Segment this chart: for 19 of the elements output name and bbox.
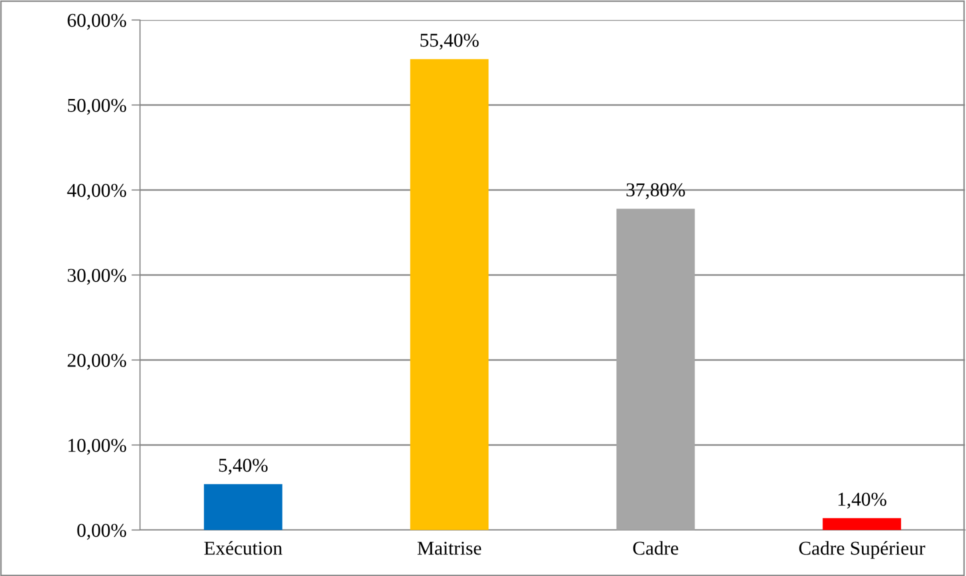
data-label: 37,80% bbox=[626, 183, 685, 200]
y-tick-label: 0,00% bbox=[77, 524, 126, 540]
y-tick-label: 40,00% bbox=[67, 184, 126, 200]
x-tick-label: Exécution bbox=[204, 541, 282, 555]
bar bbox=[616, 208, 695, 530]
data-label: 1,40% bbox=[838, 492, 886, 509]
y-tick-label: 30,00% bbox=[68, 268, 126, 285]
x-tick-label: Cadre bbox=[633, 541, 678, 555]
y-tick-label: 20,00% bbox=[68, 354, 126, 370]
data-label: 55,40% bbox=[420, 34, 479, 50]
x-tick-label: Cadre Supérieur bbox=[799, 541, 926, 559]
bar bbox=[822, 518, 902, 530]
x-tick-label: Maitrise bbox=[418, 542, 482, 555]
data-label: 5,40% bbox=[219, 458, 268, 475]
y-tick-label: 50,00% bbox=[68, 98, 126, 115]
y-tick-label: 10,00% bbox=[68, 438, 126, 455]
bar bbox=[410, 59, 489, 530]
bar bbox=[204, 484, 282, 530]
y-tick-label: 60,00% bbox=[68, 14, 126, 30]
